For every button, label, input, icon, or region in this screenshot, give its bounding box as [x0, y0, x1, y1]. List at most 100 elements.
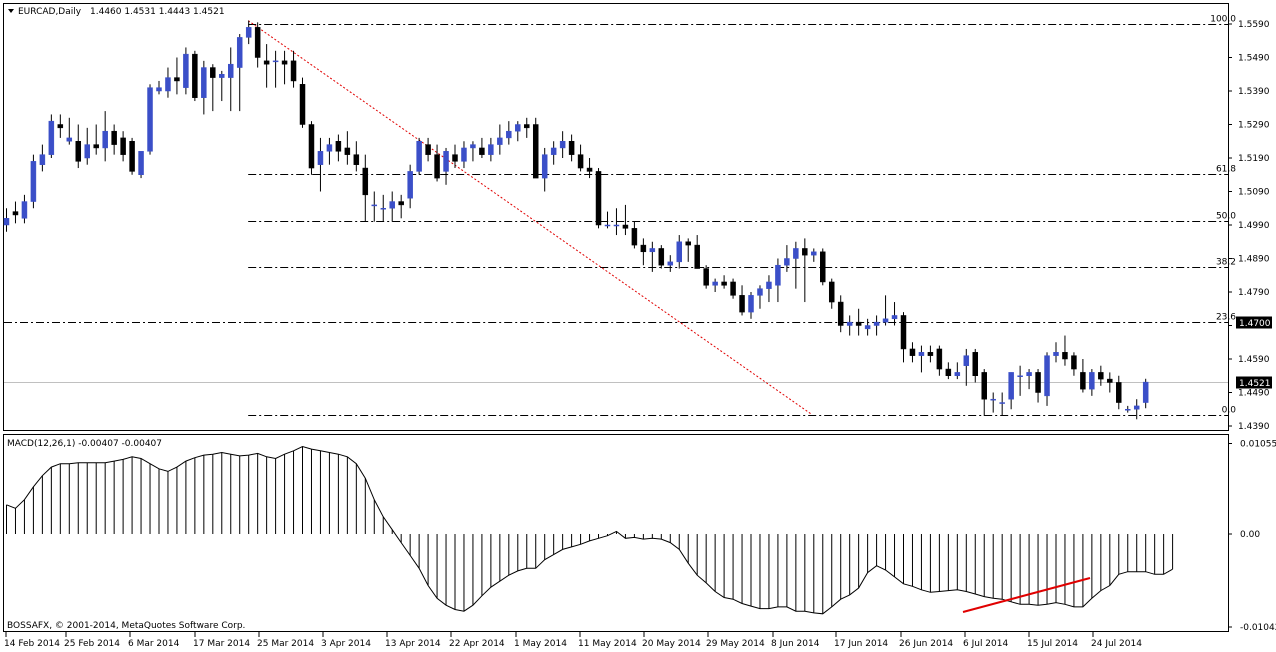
candle: [963, 355, 970, 366]
price-marker-label: 1.4700: [1239, 319, 1271, 329]
price-tick-label: 1.4790: [1238, 288, 1270, 298]
candle: [353, 154, 360, 165]
date-tick-label: 13 Apr 2014: [385, 639, 441, 649]
ohlc-values: 1.4460 1.4531 1.4443 1.4521: [90, 7, 225, 17]
candle: [75, 141, 82, 162]
current-price-label: 1.4521: [1239, 379, 1271, 389]
candle: [846, 321, 853, 326]
candle: [945, 368, 952, 376]
candle: [855, 321, 862, 326]
date-tick-label: 26 Jun 2014: [899, 639, 953, 649]
candle: [425, 144, 431, 155]
candle: [703, 268, 709, 286]
candle: [1098, 372, 1104, 380]
price-tick-label: 1.5490: [1238, 54, 1270, 64]
fib-label: 61,8: [1216, 165, 1236, 175]
candle: [111, 130, 117, 145]
candle: [1062, 352, 1068, 360]
candle: [93, 144, 99, 149]
candle: [416, 141, 422, 172]
candle: [219, 74, 225, 78]
candle: [120, 137, 126, 155]
price-tick-label: 1.5290: [1238, 121, 1270, 131]
candle: [622, 224, 629, 229]
candle: [1080, 372, 1086, 390]
candle: [685, 241, 691, 246]
trend-line[interactable]: [247, 20, 813, 416]
macd-tick-label: 0.00: [1240, 530, 1260, 540]
macd-label: MACD(12,26,1) -0.00407 -0.00407: [7, 439, 162, 449]
candle: [757, 288, 763, 296]
candle: [990, 398, 996, 401]
collapse-triangle-icon[interactable]: [8, 9, 14, 13]
candle: [183, 53, 189, 88]
candle: [201, 67, 207, 98]
divergence-line[interactable]: [962, 577, 1091, 613]
price-layer: 100,0 61,8 50,0 38,2 23,6 0,0: [3, 15, 1236, 420]
candle: [371, 204, 378, 207]
candle: [3, 218, 10, 226]
price-tick-label: 1.5190: [1238, 154, 1270, 164]
candle: [1035, 372, 1041, 393]
candle: [828, 281, 835, 303]
candle: [676, 241, 682, 263]
candle: [981, 372, 987, 400]
candle: [156, 87, 162, 92]
price-tick-label: 1.5390: [1238, 87, 1270, 97]
candle: [784, 258, 790, 266]
candle: [1053, 352, 1059, 356]
date-tick-label: 29 May 2014: [706, 639, 765, 649]
candle: [694, 244, 700, 269]
candle: [174, 77, 180, 82]
date-tick-label: 1 May 2014: [514, 639, 567, 649]
candle: [873, 321, 880, 326]
candle: [1017, 375, 1023, 377]
macd-tick-label: 0.01055: [1240, 440, 1276, 450]
date-tick-label: 17 Jun 2014: [834, 639, 888, 649]
date-tick-label: 22 Apr 2014: [449, 639, 505, 649]
date-tick-label: 24 Jul 2014: [1091, 639, 1142, 649]
price-marker-box: [1236, 316, 1272, 329]
candle: [129, 141, 135, 172]
candle: [891, 315, 898, 320]
candle: [550, 147, 557, 155]
date-tick-label: 6 Mar 2014: [128, 639, 180, 649]
date-tick-label: 17 Mar 2014: [193, 639, 250, 649]
candle: [640, 244, 647, 253]
macd-layer: [6, 445, 1174, 615]
candle: [470, 144, 476, 149]
candle: [532, 124, 539, 179]
candle: [927, 352, 934, 356]
candle: [12, 211, 19, 216]
candle: [864, 325, 871, 330]
fib-label: 50,0: [1216, 212, 1236, 222]
fib-label: 38,2: [1216, 258, 1236, 268]
candle: [308, 124, 315, 169]
date-tick-label: 11 May 2014: [578, 639, 637, 649]
candle: [57, 124, 64, 129]
candle: [1008, 372, 1014, 400]
candle: [380, 208, 386, 210]
candle: [443, 151, 449, 172]
candle: [335, 141, 342, 152]
candle: [820, 251, 826, 283]
candle: [461, 147, 467, 162]
candle: [954, 372, 961, 376]
fib-label: 23,6: [1216, 313, 1236, 323]
axis-layer: 1.5590 1.5490 1.5390 1.5290 1.5190 1.5090 1.49…: [4, 20, 1276, 649]
candle: [541, 154, 548, 179]
candle: [497, 137, 503, 145]
candle: [595, 171, 602, 226]
date-tick-label: 20 May 2014: [642, 639, 701, 649]
candle: [84, 144, 90, 159]
candle: [272, 60, 279, 63]
candle: [604, 224, 611, 227]
candle: [290, 60, 297, 82]
candle: [631, 228, 638, 246]
date-tick-label: 8 Jun 2014: [771, 639, 820, 649]
date-tick-label: 6 Jul 2014: [963, 639, 1008, 649]
candle: [936, 348, 943, 370]
candle: [1116, 382, 1122, 403]
candle: [389, 201, 395, 209]
